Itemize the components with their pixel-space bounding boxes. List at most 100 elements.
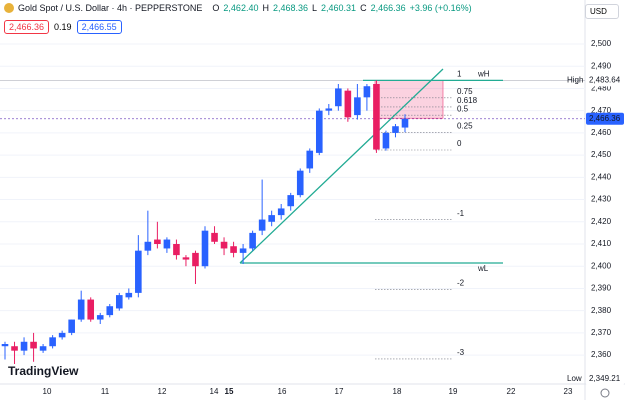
y-tick-label: 2,390: [591, 284, 612, 293]
fib-zone: [374, 80, 444, 119]
y-tick-label: 2,480: [591, 84, 612, 93]
ohlc-label: O: [212, 3, 220, 13]
fib-label: 0.618: [457, 96, 478, 105]
sell-button[interactable]: 2,466.36: [4, 20, 50, 34]
candle-body: [58, 332, 66, 338]
candle-body: [115, 295, 123, 309]
candle-body: [392, 126, 399, 133]
candle-body: [96, 315, 104, 320]
symbol-icon: [4, 3, 14, 13]
y-tick-label: 2,500: [591, 39, 612, 48]
symbol-title[interactable]: Gold Spot / U.S. Dollar · 4h · PEPPERSTO…: [18, 3, 203, 13]
y-tick-label: 2,470: [591, 106, 612, 115]
ohlc-value: 2,462.40: [223, 3, 259, 13]
y-tick-label: 2,380: [591, 306, 612, 315]
ohlc-value: 2,468.36: [272, 3, 309, 13]
candle-body: [296, 170, 304, 196]
price-marker-label: 2,349.21: [589, 374, 621, 383]
candle-body: [144, 241, 152, 251]
x-tick-label: 17: [335, 387, 344, 396]
y-tick-label: 2,420: [591, 217, 612, 226]
candle-body: [87, 299, 95, 320]
fib-label: 0.25: [457, 122, 473, 131]
candle-body: [315, 110, 323, 153]
settings-icon: [600, 388, 610, 398]
drawing-label: wH: [477, 69, 490, 78]
price-marker: [586, 373, 624, 386]
candle-body: [211, 232, 218, 242]
y-tick-label: 2,370: [591, 328, 612, 337]
ohlc-value: 2,466.36: [370, 3, 406, 13]
fib-label: -3: [457, 348, 465, 357]
y-tick-label: 2,460: [591, 128, 612, 137]
candle-body: [154, 239, 161, 244]
x-tick-label: 18: [393, 387, 402, 396]
candle-body: [249, 232, 256, 249]
price-marker-label: 2,466.36: [589, 114, 621, 123]
currency-dropdown[interactable]: USD: [585, 4, 619, 19]
candle-body: [106, 306, 114, 316]
candle-body: [125, 292, 133, 298]
candle-body: [239, 248, 247, 253]
ohlc-value: 2,460.31: [321, 3, 357, 13]
candle-body: [382, 132, 390, 149]
fib-label: 1: [457, 69, 462, 78]
candle-body: [30, 341, 37, 349]
y-tick-label: 2,400: [591, 261, 612, 270]
candle-body: [68, 319, 75, 333]
x-tick-label: 22: [507, 387, 516, 396]
candle-body: [230, 246, 237, 253]
y-tick-label: 2,410: [591, 239, 612, 248]
trade-buttons: 2,466.36 0.19 2,466.55: [4, 20, 122, 34]
fib-label: 0.75: [457, 87, 473, 96]
candle-body: [363, 86, 371, 98]
x-tick-label: 11: [101, 387, 110, 396]
x-tick-label: 16: [278, 387, 287, 396]
y-tick-label: 2,440: [591, 172, 612, 181]
candle-body: [182, 257, 190, 260]
candle-body: [49, 337, 56, 347]
candle-body: [163, 239, 171, 249]
candle-body: [201, 230, 209, 267]
marker-label: High: [567, 75, 583, 84]
fib-label: 0: [457, 139, 462, 148]
fib-label: 0.5: [457, 104, 469, 113]
candle-body: [173, 244, 180, 256]
change: +3.96 (+0.16%): [409, 3, 472, 13]
fib-label: -1: [457, 209, 465, 218]
x-tick-label: 19: [449, 387, 458, 396]
x-tick-label: 23: [564, 387, 573, 396]
candle-body: [354, 97, 361, 116]
candle-body: [77, 299, 85, 320]
candle-body: [39, 346, 47, 351]
price-marker-label: 2,483.64: [589, 75, 621, 84]
candle-body: [258, 219, 266, 231]
ohlc-label: C: [360, 3, 367, 13]
candle-body: [192, 252, 199, 267]
x-tick-label: 15: [225, 387, 234, 396]
candle-body: [20, 341, 28, 351]
y-tick-label: 2,450: [591, 150, 612, 159]
candle-body: [287, 195, 295, 207]
drawing-label: wL: [477, 264, 489, 273]
fib-label: -2: [457, 278, 465, 287]
logo: TradingView: [8, 364, 79, 378]
candle-body: [373, 84, 380, 150]
x-tick-label: 10: [43, 387, 52, 396]
candle-body: [220, 241, 228, 249]
candle-body: [344, 90, 352, 118]
buy-button[interactable]: 2,466.55: [76, 20, 122, 34]
x-tick-label: 14: [210, 387, 219, 396]
y-tick-label: 2,360: [591, 350, 612, 359]
candle-body: [306, 150, 314, 169]
y-tick-label: 2,430: [591, 195, 612, 204]
marker-label: Low: [567, 374, 582, 383]
price-marker: [586, 112, 624, 125]
trend-line: [239, 68, 444, 264]
spread: 0.19: [54, 22, 72, 32]
y-tick-label: 2,490: [591, 61, 612, 70]
candle-body: [277, 208, 285, 216]
candle-body: [335, 88, 342, 107]
